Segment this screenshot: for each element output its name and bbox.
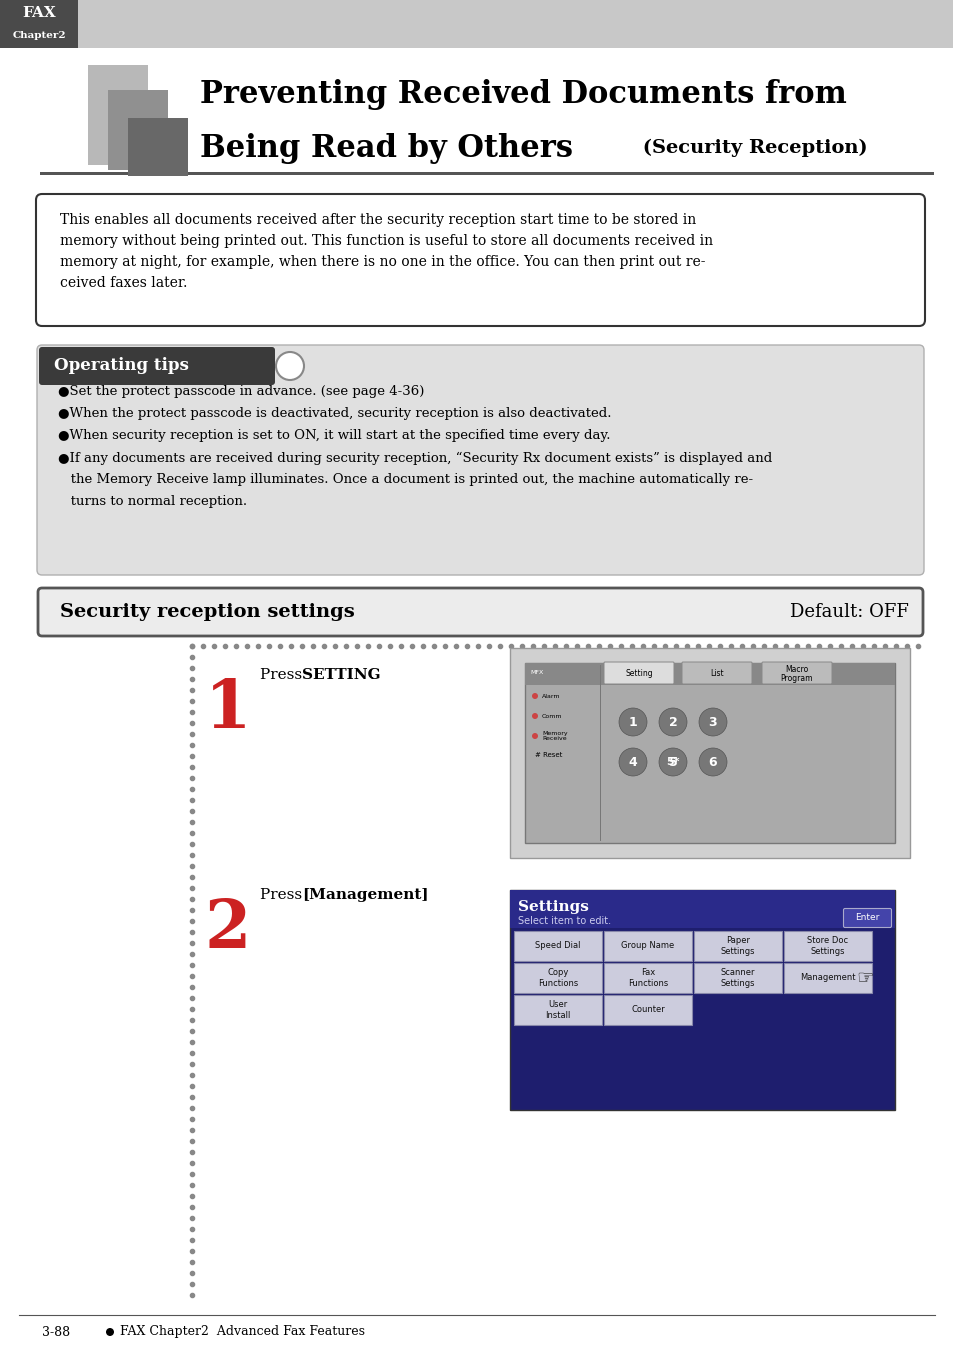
FancyBboxPatch shape [693,931,781,961]
Text: the Memory Receive lamp illuminates. Once a document is printed out, the machine: the Memory Receive lamp illuminates. Onc… [58,474,752,486]
Text: 1: 1 [205,678,251,743]
Text: Group Name: Group Name [620,941,674,950]
Bar [40,171,933,176]
Text: Enter: Enter [855,914,879,922]
Bar [524,663,894,842]
Text: 6: 6 [708,756,717,768]
Text: ●When security reception is set to ON, it will start at the specified time every: ●When security reception is set to ON, i… [58,429,610,443]
FancyBboxPatch shape [603,995,691,1025]
Circle shape [618,748,646,776]
Bar [128,117,188,176]
Bar [599,666,600,841]
Circle shape [699,707,726,736]
Text: # Reset: # Reset [535,752,561,757]
Text: SETTING: SETTING [302,668,380,682]
Text: FAX: FAX [22,5,56,20]
Text: Comm: Comm [541,714,562,718]
Text: 2: 2 [205,898,251,963]
Text: Macro
Program: Macro Program [780,664,812,683]
Bar [0,0,78,49]
Text: Press: Press [260,888,307,902]
FancyBboxPatch shape [783,931,871,961]
FancyBboxPatch shape [783,963,871,994]
Text: Fax
Functions: Fax Functions [627,968,667,988]
Text: [Management]: [Management] [302,888,428,902]
Text: 2: 2 [668,716,677,729]
Text: Speed Dial: Speed Dial [535,941,580,950]
FancyBboxPatch shape [842,909,890,927]
Text: ceived faxes later.: ceived faxes later. [60,275,187,290]
Text: memory at night, for example, when there is no one in the office. You can then p: memory at night, for example, when there… [60,255,705,269]
Text: Store Doc
Settings: Store Doc Settings [806,937,847,956]
Bar [510,890,894,927]
Circle shape [659,748,686,776]
Text: User
Install: User Install [545,1000,570,1019]
Text: Being Read by Others: Being Read by Others [200,132,573,163]
FancyBboxPatch shape [603,931,691,961]
Text: Security reception settings: Security reception settings [60,603,355,621]
Bar [524,663,894,684]
FancyBboxPatch shape [603,662,673,684]
Circle shape [106,1328,113,1336]
Text: 5: 5 [668,756,677,768]
Text: ●If any documents are received during security reception, “Security Rx document : ●If any documents are received during se… [58,451,771,464]
FancyBboxPatch shape [761,662,831,684]
Text: Paper
Settings: Paper Settings [720,937,755,956]
Text: MFX: MFX [530,671,542,675]
Text: Chapter2: Chapter2 [12,31,66,39]
Circle shape [275,352,304,379]
Text: 3-88: 3-88 [42,1326,71,1338]
Text: Select item to edit.: Select item to edit. [517,917,611,926]
Text: List: List [709,670,723,679]
Text: Management: Management [800,973,855,983]
Circle shape [659,707,686,736]
Text: turns to normal reception.: turns to normal reception. [58,495,247,509]
Circle shape [699,748,726,776]
Text: memory without being printed out. This function is useful to store all documents: memory without being printed out. This f… [60,234,713,248]
Text: 5*: 5* [665,757,679,767]
Text: Preventing Received Documents from: Preventing Received Documents from [200,80,846,111]
Text: (Security Reception): (Security Reception) [636,139,866,157]
Bar [510,648,909,859]
Text: 4: 4 [628,756,637,768]
FancyBboxPatch shape [514,931,601,961]
Bar [108,90,168,170]
Text: ●Set the protect passcode in advance. (see page 4-36): ●Set the protect passcode in advance. (s… [58,386,424,398]
FancyBboxPatch shape [681,662,751,684]
Text: Setting: Setting [624,670,652,679]
Circle shape [532,693,537,699]
Text: .: . [370,668,375,682]
Text: Alarm: Alarm [541,694,560,698]
Text: Operating tips: Operating tips [54,358,189,374]
FancyBboxPatch shape [514,995,601,1025]
Text: FAX Chapter2  Advanced Fax Features: FAX Chapter2 Advanced Fax Features [120,1326,365,1338]
Text: Scanner
Settings: Scanner Settings [720,968,755,988]
Circle shape [532,733,537,738]
FancyBboxPatch shape [37,346,923,575]
Text: This enables all documents received after the security reception start time to b: This enables all documents received afte… [60,213,696,227]
Bar [510,890,894,1110]
Text: .: . [409,888,414,902]
Text: Memory
Receive: Memory Receive [541,730,567,741]
FancyBboxPatch shape [36,194,924,325]
FancyBboxPatch shape [603,963,691,994]
Text: Counter: Counter [631,1006,664,1014]
Text: Press: Press [260,668,307,682]
Text: 1: 1 [628,716,637,729]
Text: ●When the protect passcode is deactivated, security reception is also deactivate: ●When the protect passcode is deactivate… [58,408,611,420]
Text: Default: OFF: Default: OFF [789,603,908,621]
FancyBboxPatch shape [39,347,274,385]
FancyBboxPatch shape [38,589,923,636]
Bar [0,1310,953,1330]
Text: ☞: ☞ [856,968,873,987]
Bar [88,65,148,165]
Text: Copy
Functions: Copy Functions [537,968,578,988]
Circle shape [618,707,646,736]
Text: 3: 3 [708,716,717,729]
FancyBboxPatch shape [514,963,601,994]
Text: Settings: Settings [517,900,588,914]
FancyBboxPatch shape [693,963,781,994]
Circle shape [532,713,537,720]
Bar [0,0,953,49]
